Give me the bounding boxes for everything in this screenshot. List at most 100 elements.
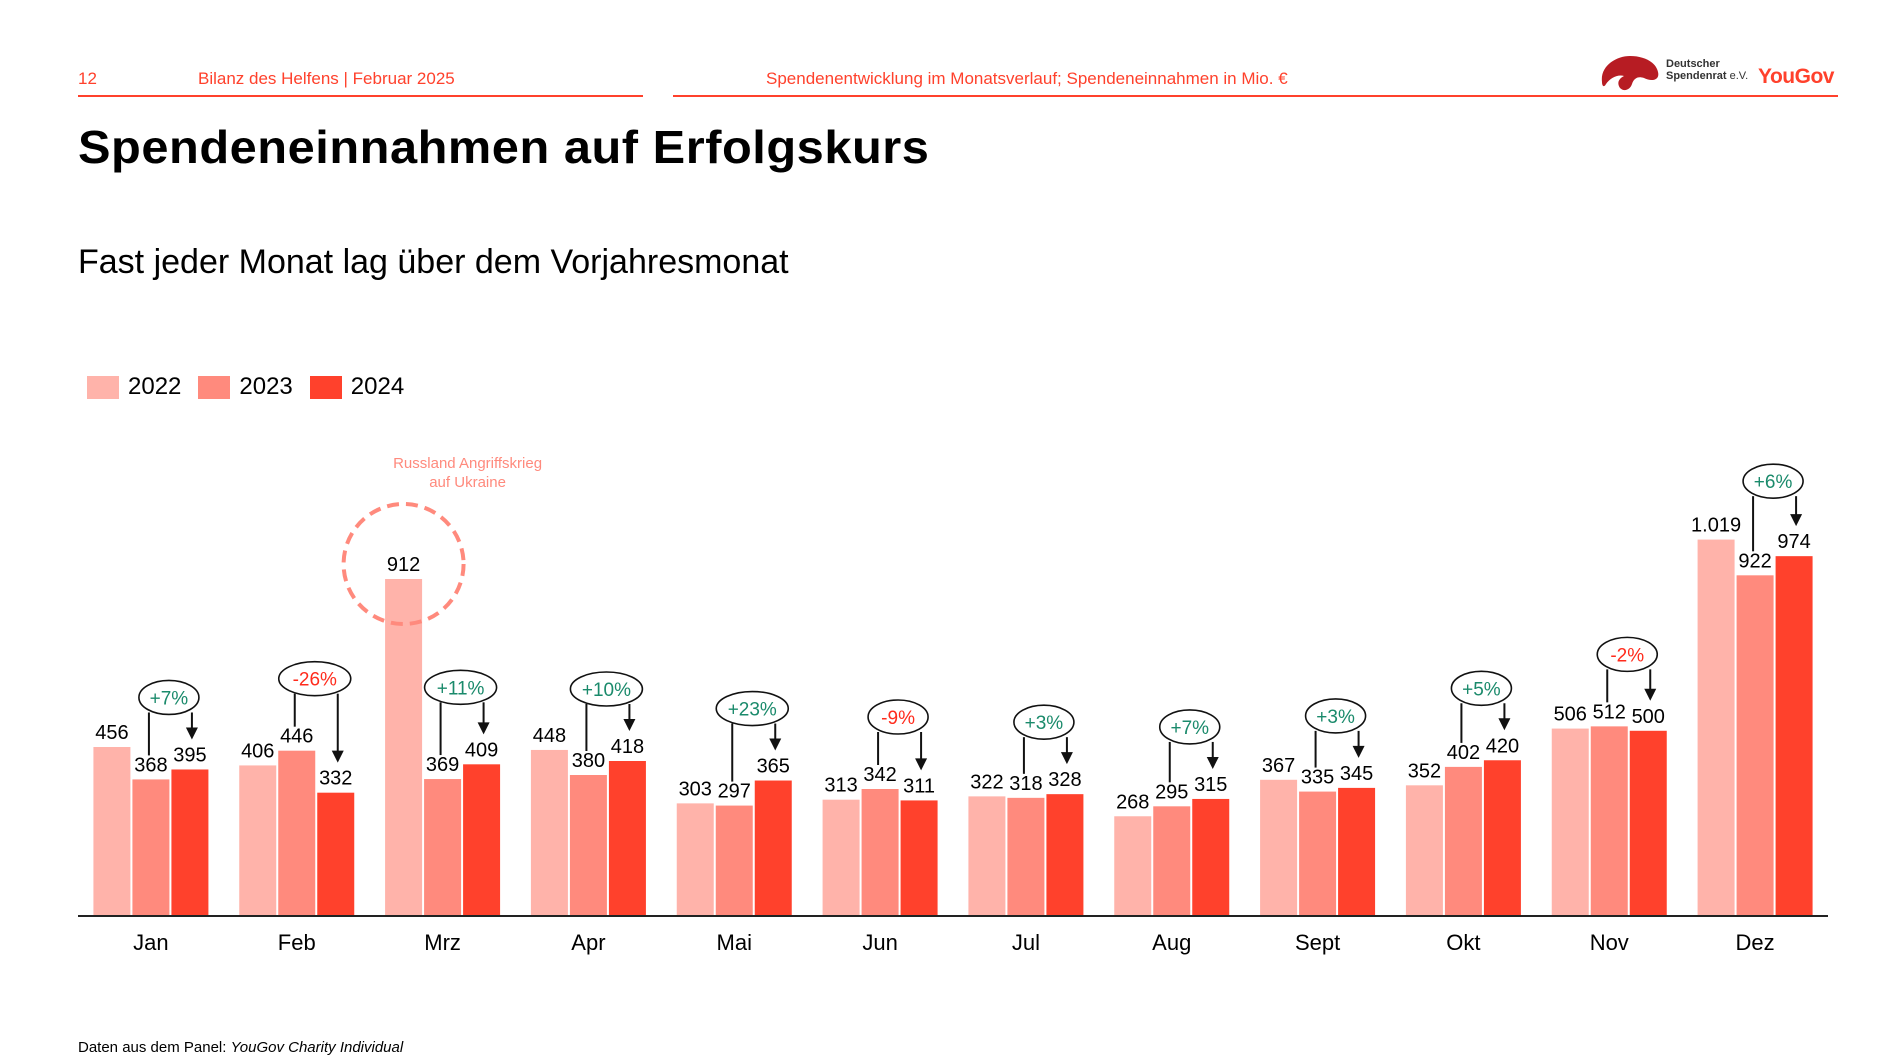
yoy-change-label-mai: +23% [728,700,777,721]
annotation-text-line1: Russland Angriffskrieg [393,455,542,472]
bar-jan-2023 [132,779,170,915]
yoy-change-label-jan: +7% [150,688,189,709]
bar-jun-2024 [900,800,938,915]
chart-legend: 2022 2023 2024 [87,373,421,401]
bar-jul-2023 [1007,797,1045,915]
legend-label-2022: 2022 [128,373,182,400]
legend-label-2023: 2023 [239,373,293,400]
data-label-dez-2023: 922 [1738,550,1771,572]
legend-label-2024: 2024 [350,373,405,400]
data-label-okt-2024: 420 [1486,735,1519,757]
yoy-bubble-aug [1158,709,1221,745]
yoy-change-label-aug: +7% [1170,718,1209,739]
yoy-arrow-head-icon [331,750,344,763]
legend-item-2022: 2022 [87,373,181,401]
yoy-bubble-mrz [423,669,498,706]
yougov-logo: YouGov [1758,65,1834,88]
dsr-line2: Spendenrat [1666,70,1727,82]
footer-source: Daten aus dem Panel: YouGov Charity Indi… [78,1039,403,1056]
dsr-suffix: e.V. [1729,70,1749,82]
bar-aug-2024 [1192,798,1230,915]
data-label-jun-2023: 342 [863,764,896,786]
data-label-sept-2023: 335 [1301,767,1334,789]
footer-prefix: Daten aus dem Panel: [78,1039,231,1056]
data-label-apr-2023: 380 [572,750,605,772]
header-divider-left [78,95,643,97]
bar-dez-2024 [1775,556,1813,915]
yoy-bubble-jun [867,699,929,735]
yoy-arrow-head-icon [623,719,636,731]
yoy-arrow-head-icon [185,727,198,740]
bar-okt-2023 [1444,766,1482,915]
yoy-arrow-head-icon [1060,752,1073,765]
bar-apr-2022 [530,749,568,915]
data-label-nov-2023: 512 [1593,701,1626,723]
x-tick-label-nov: Nov [1590,930,1629,955]
bar-feb-2022 [239,765,277,915]
page-title: Spendeneinnahmen auf Erfolgskurs [78,121,930,173]
bar-sept-2023 [1299,791,1337,915]
yoy-bubble-okt [1450,670,1513,707]
report-title: Bilanz des Helfens | Februar 2025 [198,69,455,88]
bar-feb-2024 [317,792,355,915]
data-label-aug-2023: 295 [1155,781,1188,803]
bar-dez-2023 [1736,575,1774,915]
annotation-dashed-circle [341,502,466,626]
data-label-dez-2022: 1.019 [1691,515,1741,537]
data-label-nov-2024: 500 [1632,706,1665,728]
data-label-okt-2023: 402 [1447,742,1480,764]
data-label-jul-2022: 322 [970,771,1003,793]
x-tick-label-okt: Okt [1446,930,1480,955]
yoy-arrow-head-icon [1206,756,1219,769]
bar-mai-2022 [676,803,714,915]
bar-jan-2024 [171,769,209,915]
data-label-sept-2024: 345 [1340,763,1373,785]
bar-mrz-2023 [424,779,462,915]
bar-mai-2024 [754,780,792,915]
data-label-jun-2022: 313 [824,775,857,797]
bar-nov-2024 [1629,730,1667,915]
data-label-mrz-2023: 369 [426,754,459,776]
data-label-jan-2023: 368 [134,754,167,776]
bar-jul-2024 [1046,794,1084,915]
deutscher-spendenrat-logo-icon [1601,56,1659,91]
chart-description: Spendenentwicklung im Monatsverlauf; Spe… [766,69,1288,88]
bar-mrz-2022 [385,579,423,915]
yoy-bubble-feb [277,660,352,697]
x-tick-label-jan: Jan [133,930,168,955]
x-tick-label-apr: Apr [571,930,605,955]
yoy-bubble-apr [569,671,644,707]
yoy-arrow-head-icon [1352,745,1365,758]
legend-swatch-2022 [87,375,119,399]
yoy-bubble-jan [138,679,200,716]
yoy-arrow-head-icon [769,738,782,751]
yoy-bubble-jul [1013,704,1075,740]
bar-apr-2024 [608,761,646,915]
yoy-arrow-head-icon [915,758,928,771]
data-label-feb-2022: 406 [241,740,274,762]
bar-sept-2024 [1338,787,1376,915]
bar-sept-2022 [1260,779,1298,915]
bar-jan-2022 [93,747,131,915]
legend-item-2023: 2023 [198,373,293,401]
x-tick-label-mai: Mai [717,930,752,955]
data-label-aug-2024: 315 [1194,774,1227,796]
bar-okt-2024 [1483,760,1521,915]
footer-source-name: YouGov Charity Individual [230,1039,404,1056]
data-label-jan-2024: 395 [173,744,206,766]
bar-aug-2023 [1153,806,1191,915]
yoy-change-label-feb: -26% [293,670,337,691]
bar-mrz-2024 [463,764,501,915]
legend-swatch-2023 [198,375,231,399]
x-tick-label-jul: Jul [1012,930,1040,955]
yoy-change-label-apr: +10% [582,680,631,701]
yoy-change-label-sept: +3% [1316,707,1355,728]
annotation-text-line2: auf Ukraine [429,474,506,491]
data-label-apr-2022: 448 [533,725,566,747]
x-tick-label-feb: Feb [278,930,316,955]
yoy-change-label-jun: -9% [881,708,915,729]
data-label-mai-2022: 303 [679,778,712,800]
yoy-arrow-head-icon [1498,718,1511,731]
bar-feb-2023 [278,750,316,915]
